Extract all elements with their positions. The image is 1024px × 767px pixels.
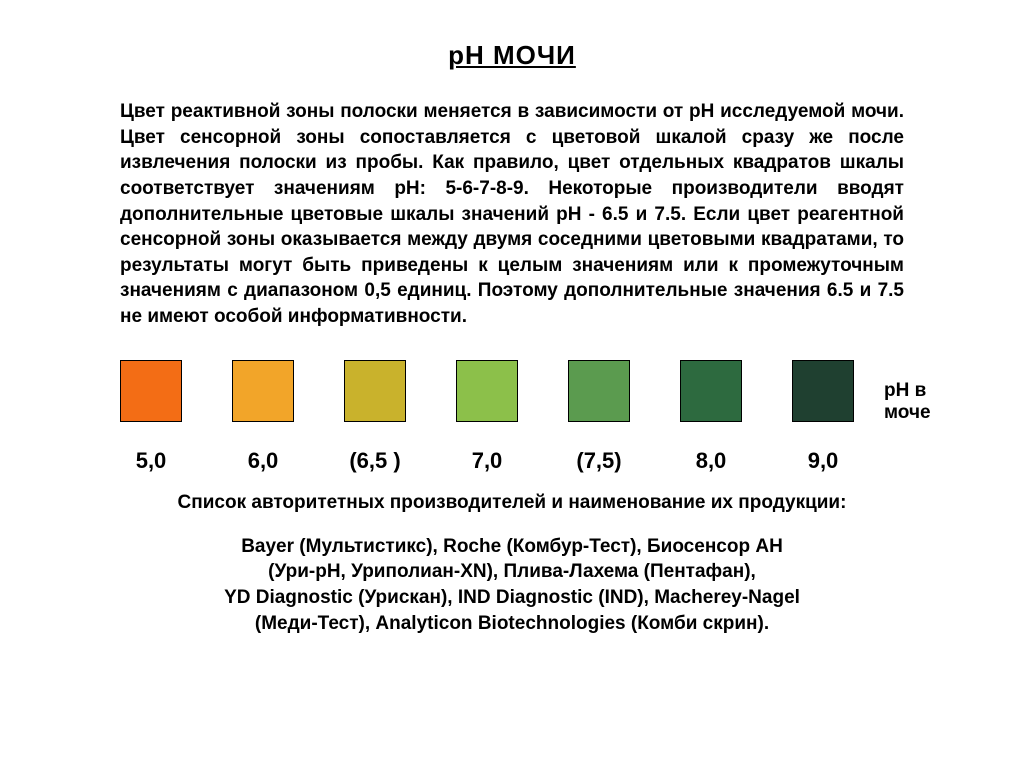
swatch-label: 6,0 (248, 448, 279, 474)
swatch-label: 8,0 (696, 448, 727, 474)
color-swatch (568, 360, 630, 422)
swatch-label: 9,0 (808, 448, 839, 474)
swatch-label: 7,0 (472, 448, 503, 474)
color-swatch (344, 360, 406, 422)
swatch-label: 5,0 (136, 448, 167, 474)
axis-label: pH в моче (884, 380, 931, 424)
color-swatch (120, 360, 182, 422)
swatch-container: 5,0 6,0 (6,5 ) 7,0 (7,5) 8,0 9,0 (120, 360, 854, 474)
swatch-label: (7,5) (576, 448, 621, 474)
swatch-label: (6,5 ) (349, 448, 400, 474)
manufacturer-line: Bayer (Мультистикс), Roche (Комбур-Тест)… (60, 534, 964, 560)
color-swatch (232, 360, 294, 422)
color-swatch (456, 360, 518, 422)
swatch-item: 7,0 (456, 360, 518, 474)
swatch-item: 8,0 (680, 360, 742, 474)
manufacturer-line: (Ури-рН, Уриполиан-XN), Плива-Лахема (Пе… (60, 559, 964, 585)
swatch-item: 6,0 (232, 360, 294, 474)
color-swatch (792, 360, 854, 422)
page-title: pH МОЧИ (60, 40, 964, 71)
manufacturer-line: YD Diagnostic (Урискан), IND Diagnostic … (60, 585, 964, 611)
manufacturers-list: Bayer (Мультистикс), Roche (Комбур-Тест)… (60, 534, 964, 637)
ph-scale: 5,06,0(6,5 )7,0(7,5)8,09,0 pH в моче (120, 360, 924, 474)
swatch-item: 9,0 (792, 360, 854, 474)
swatch-item: 5,0 (120, 360, 182, 474)
manufacturer-line: (Меди-Тест), Analyticon Biotechnologies … (60, 611, 964, 637)
swatch-item: (7,5) (568, 360, 630, 474)
swatch-item: (6,5 ) (344, 360, 406, 474)
description-paragraph: Цвет реактивной зоны полоски меняется в … (120, 99, 904, 330)
manufacturers-heading: Список авторитетных производителей и наи… (60, 492, 964, 514)
color-swatch (680, 360, 742, 422)
